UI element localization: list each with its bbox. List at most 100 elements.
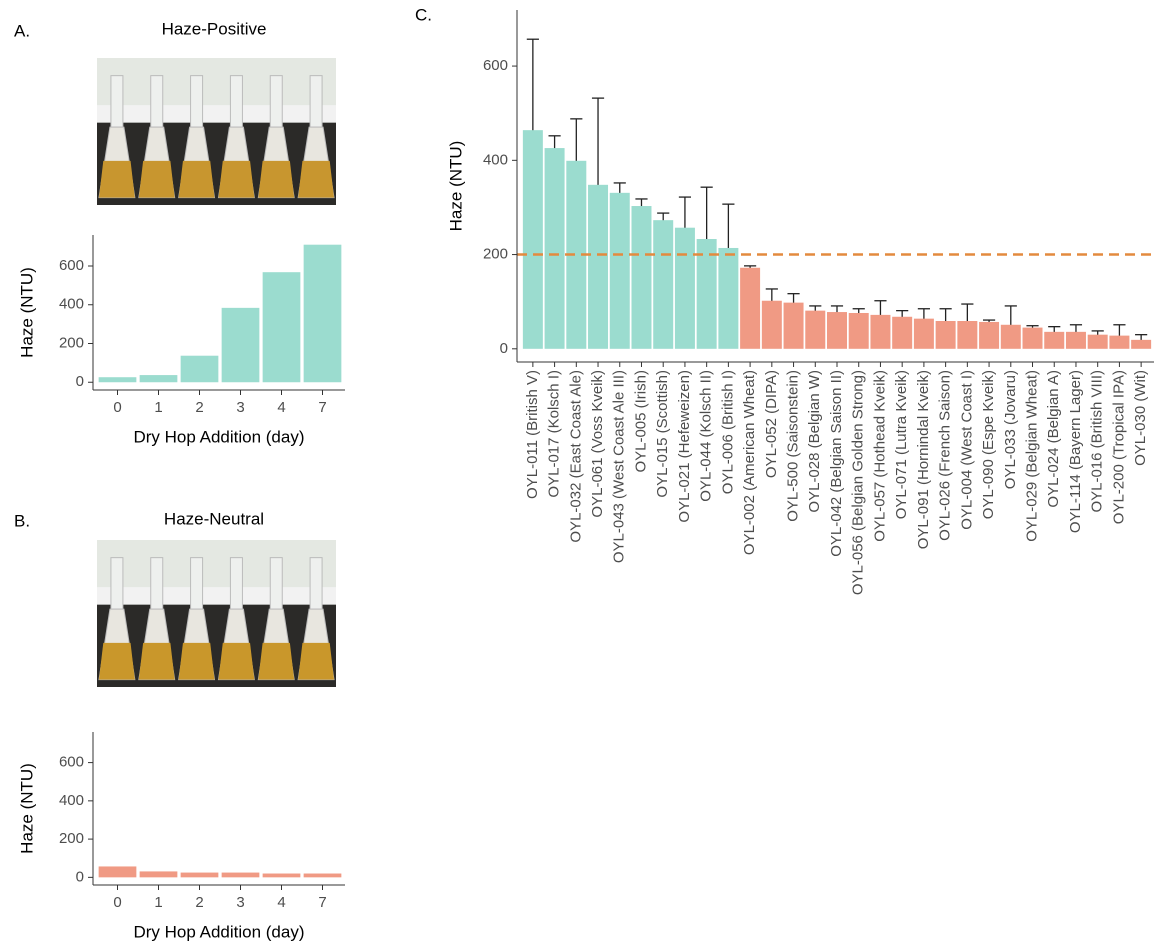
bar xyxy=(98,866,137,878)
x-tick-label: OYL-500 (Saisonstein) xyxy=(785,370,802,522)
bar xyxy=(631,206,652,349)
x-tick-label: OYL-004 (West Coast I) xyxy=(958,370,975,530)
y-tick-label: 400 xyxy=(483,151,508,168)
photo-window xyxy=(97,540,336,588)
flask-liquid xyxy=(98,160,135,198)
x-tick-label: 4 xyxy=(277,399,285,416)
x-tick-label: 3 xyxy=(236,399,244,416)
bar xyxy=(1065,331,1086,349)
x-axis-title: Dry Hop Addition (day) xyxy=(133,427,304,446)
bar xyxy=(892,316,913,349)
x-tick-label: OYL-029 (Belgian Wheat) xyxy=(1023,370,1040,542)
y-tick-label: 600 xyxy=(59,754,84,771)
x-tick-label: 2 xyxy=(195,894,203,911)
x-tick-label: OYL-071 (Lutra Kveik) xyxy=(893,370,910,519)
photo-sill xyxy=(97,105,336,123)
flask-neck xyxy=(110,75,124,128)
x-tick-label: OYL-005 (Irish) xyxy=(632,370,649,473)
y-axis-title: Haze (NTU) xyxy=(446,141,465,232)
bar xyxy=(566,160,587,349)
x-tick-label: OYL-002 (American Wheat) xyxy=(741,370,758,555)
x-tick-label: OYL-200 (Tropical IPA) xyxy=(1110,370,1127,524)
flask-liquid xyxy=(298,160,335,198)
x-tick-label: OYL-030 (Wit) xyxy=(1132,370,1149,466)
bar xyxy=(696,239,717,349)
x-tick-label: OYL-017 (Kolsch I) xyxy=(546,370,563,498)
y-tick-label: 400 xyxy=(59,296,84,313)
bar xyxy=(1022,327,1043,349)
flask-liquid xyxy=(258,160,295,198)
bar xyxy=(262,272,301,383)
bar xyxy=(544,148,565,349)
y-tick-label: 200 xyxy=(59,830,84,847)
photo-bench xyxy=(97,122,336,205)
photo xyxy=(97,58,336,205)
photo xyxy=(97,540,336,687)
bar xyxy=(913,318,934,349)
bar xyxy=(1087,334,1108,349)
x-tick-label: OYL-042 (Belgian Saison II) xyxy=(828,370,845,557)
panel-label: A. xyxy=(14,21,30,40)
bar xyxy=(740,267,761,349)
x-tick-label: 7 xyxy=(318,399,326,416)
x-axis-title: Dry Hop Addition (day) xyxy=(133,922,304,941)
bar xyxy=(870,314,891,349)
bar xyxy=(139,375,178,383)
bar xyxy=(522,130,543,349)
y-tick-label: 200 xyxy=(59,334,84,351)
x-tick-label: OYL-015 (Scottish) xyxy=(654,370,671,498)
flask-liquid xyxy=(138,642,175,680)
flask-liquid xyxy=(298,642,335,680)
bar xyxy=(180,872,219,878)
bar xyxy=(761,300,782,349)
flask-neck xyxy=(269,557,283,610)
flask-liquid xyxy=(258,642,295,680)
flask-neck xyxy=(229,557,243,610)
x-tick-label: 0 xyxy=(113,399,121,416)
x-tick-label: OYL-021 (Hefeweizen) xyxy=(676,370,693,523)
x-tick-label: OYL-026 (French Saison) xyxy=(937,370,954,541)
bar xyxy=(180,355,219,383)
x-tick-label: OYL-057 (Hothead Kveik) xyxy=(871,370,888,542)
flask-liquid xyxy=(98,642,135,680)
bar xyxy=(303,244,342,383)
x-tick-label: OYL-043 (West Coast Ale III) xyxy=(611,370,628,563)
x-tick-label: OYL-011 (British V) xyxy=(524,370,541,499)
bar xyxy=(221,872,260,878)
x-tick-label: 7 xyxy=(318,894,326,911)
flask-neck xyxy=(150,75,164,128)
x-tick-label: OYL-090 (Espe Kveik) xyxy=(980,370,997,519)
bar xyxy=(303,873,342,878)
x-tick-label: OYL-052 (DIPA) xyxy=(763,370,780,478)
bar xyxy=(674,227,695,349)
flask-liquid xyxy=(138,160,175,198)
bar xyxy=(221,307,260,383)
bar xyxy=(827,312,847,349)
x-tick-label: OYL-032 (East Coast Ale) xyxy=(567,370,584,543)
bar xyxy=(609,192,630,349)
bar xyxy=(979,321,1000,349)
x-tick-label: 1 xyxy=(154,894,162,911)
x-tick-label: OYL-006 (British I) xyxy=(719,370,736,494)
y-tick-label: 0 xyxy=(76,373,84,390)
bar xyxy=(805,310,826,349)
bar xyxy=(718,247,739,349)
photo-bench xyxy=(97,604,336,687)
flask-neck xyxy=(190,75,204,128)
flask-neck xyxy=(190,557,204,610)
flask-neck xyxy=(309,557,323,610)
bar xyxy=(653,220,674,349)
x-tick-label: OYL-056 (Belgian Golden Strong) xyxy=(850,370,867,595)
x-tick-label: OYL-091 (Hornindal Kveik) xyxy=(915,370,932,549)
y-tick-label: 200 xyxy=(483,246,508,263)
x-tick-label: 0 xyxy=(113,894,121,911)
bar xyxy=(262,873,301,878)
bar xyxy=(783,302,804,349)
y-tick-label: 600 xyxy=(483,57,508,74)
photo-sill xyxy=(97,587,336,605)
bar xyxy=(1131,339,1152,349)
flask-neck xyxy=(229,75,243,128)
x-tick-label: OYL-024 (Belgian A) xyxy=(1045,370,1062,508)
bar xyxy=(1000,324,1021,349)
x-tick-label: 3 xyxy=(236,894,244,911)
